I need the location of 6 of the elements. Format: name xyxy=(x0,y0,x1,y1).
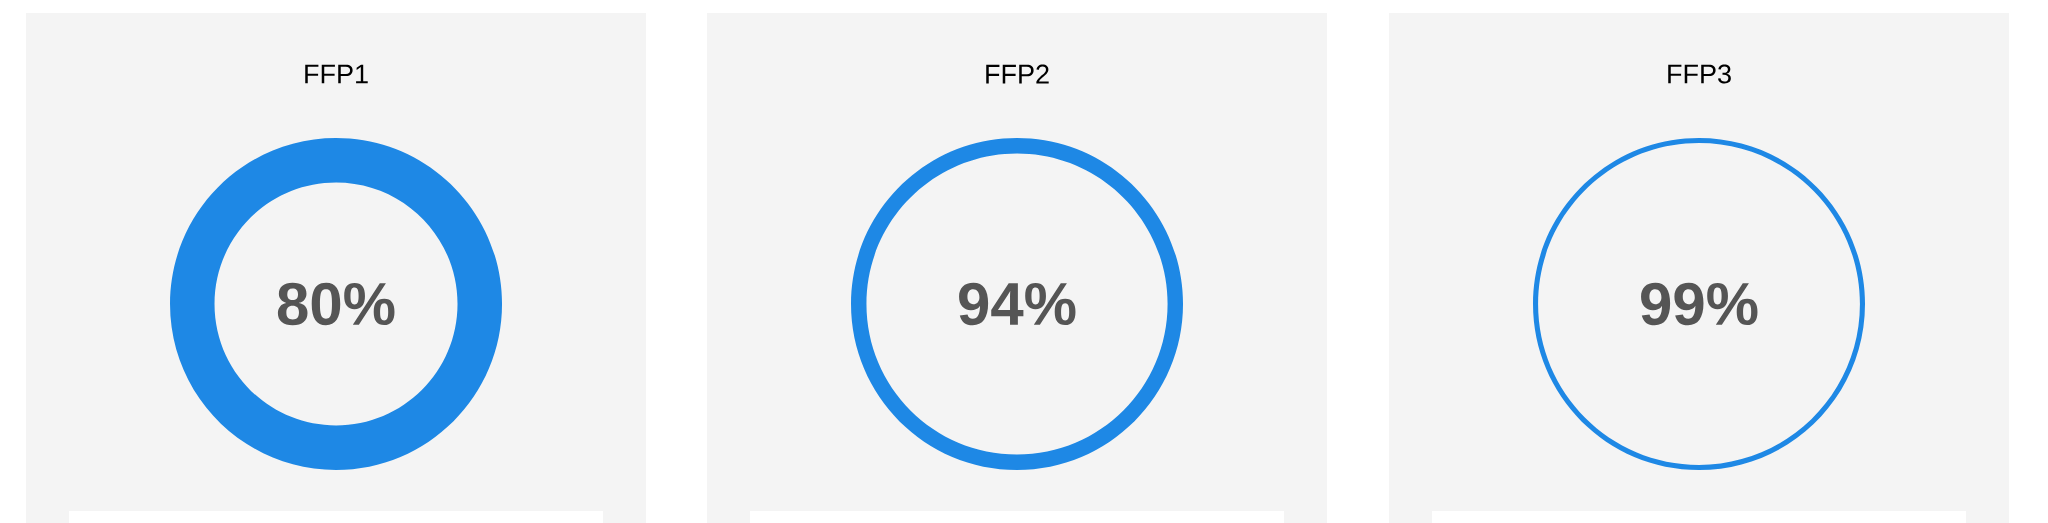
data-label: 94% xyxy=(959,282,1076,326)
text: FFP1 xyxy=(305,64,368,84)
text: FFP2 xyxy=(986,64,1049,84)
text: FFP3 xyxy=(1668,64,1731,84)
data-label: 80% xyxy=(277,282,395,326)
data-label: 99% xyxy=(1641,282,1758,326)
